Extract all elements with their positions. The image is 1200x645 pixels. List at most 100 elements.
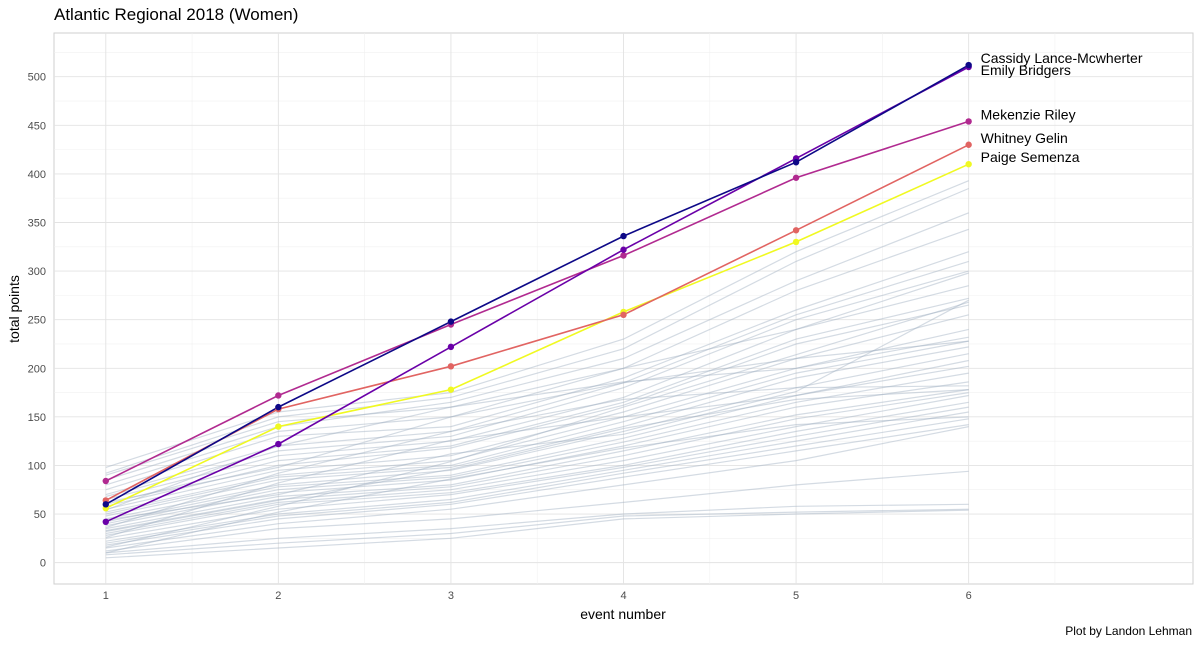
series-point	[620, 232, 627, 240]
series-point	[792, 174, 800, 181]
series-label: Paige Semenza	[981, 149, 1080, 165]
series-line	[105, 66, 970, 523]
background-series-line	[105, 340, 969, 503]
series-point	[102, 518, 109, 526]
series-label: Mekenzie Riley	[981, 106, 1076, 122]
background-series-line	[105, 187, 969, 474]
y-tick-label: 250	[28, 315, 46, 327]
background-series-line	[105, 299, 969, 521]
y-tick-label: 500	[28, 72, 46, 84]
series-point	[275, 392, 282, 399]
series-line	[105, 64, 970, 505]
series-point	[102, 477, 109, 485]
background-series-line	[105, 416, 969, 554]
background-series-line	[105, 385, 969, 529]
series-point	[792, 159, 800, 166]
highlighted-series	[105, 64, 970, 523]
background-series-line	[105, 270, 969, 498]
series-point	[102, 501, 109, 508]
y-tick-label: 150	[28, 412, 46, 424]
x-tick-label: 3	[448, 590, 454, 602]
background-series-line	[105, 251, 969, 491]
background-series-line	[105, 381, 969, 527]
background-series-line	[105, 353, 969, 520]
background-series-line	[105, 346, 969, 517]
highlighted-points	[102, 61, 972, 526]
background-series-line	[105, 503, 969, 554]
x-tick-labels: 1 2 3 4 5 6	[103, 590, 972, 602]
background-series-line	[105, 260, 969, 496]
series-point	[620, 311, 627, 319]
y-tick-label: 350	[28, 217, 46, 229]
background-series-line	[105, 272, 969, 476]
series-label: Whitney Gelin	[981, 130, 1068, 146]
series-point	[275, 423, 282, 430]
background-series-line	[105, 509, 969, 559]
background-series-line	[105, 297, 969, 505]
y-tick-label: 450	[28, 120, 46, 132]
series-line	[105, 163, 970, 509]
y-tick-labels: 0 50 100 150 200 250 300 350 400 450 500	[28, 72, 46, 570]
y-tick-label: 0	[40, 558, 46, 570]
series-label: Emily Bridgers	[981, 62, 1071, 78]
x-tick-label: 4	[620, 590, 626, 602]
background-series-line	[105, 314, 969, 510]
series-point	[792, 238, 800, 246]
series-label: Cassidy Lance-Mcwherter	[981, 50, 1143, 66]
background-series-line	[105, 392, 969, 532]
background-series-line	[105, 508, 969, 556]
background-series-line	[105, 411, 969, 542]
series-point	[447, 343, 455, 351]
x-axis-label: event number	[580, 606, 666, 622]
series-point	[447, 386, 455, 393]
series-point	[965, 141, 972, 148]
y-tick-label: 400	[28, 169, 46, 181]
background-series-line	[105, 389, 969, 533]
background-series-line	[105, 424, 969, 546]
y-tick-label: 300	[28, 266, 46, 278]
series-point	[620, 246, 627, 253]
background-series-line	[105, 401, 969, 536]
background-series-line	[105, 328, 969, 513]
y-tick-label: 200	[28, 363, 46, 375]
background-series-line	[105, 359, 969, 538]
major-gridlines	[54, 33, 1193, 584]
series-line	[105, 144, 970, 502]
background-series-line	[105, 365, 969, 523]
x-tick-label: 6	[966, 590, 972, 602]
y-tick-label: 50	[34, 509, 46, 521]
series-point	[965, 160, 972, 168]
y-tick-label: 100	[28, 460, 46, 472]
background-series-line	[105, 426, 969, 549]
background-series-line	[105, 394, 969, 535]
series-point	[620, 252, 627, 259]
series-line	[105, 120, 969, 482]
background-series	[105, 180, 969, 559]
background-series-line	[105, 340, 969, 515]
background-series-line	[105, 372, 969, 525]
background-series-line	[105, 304, 969, 507]
y-axis-label: total points	[6, 275, 22, 343]
x-tick-label: 1	[103, 590, 109, 602]
series-point	[275, 440, 282, 448]
series-point	[965, 61, 972, 69]
x-tick-label: 5	[793, 590, 799, 602]
background-series-line	[105, 406, 969, 539]
series-point	[447, 318, 455, 325]
background-series-line	[105, 470, 969, 552]
chart-caption: Plot by Landon Lehman	[1065, 624, 1192, 638]
series-point	[447, 363, 455, 370]
background-series-line	[105, 212, 969, 481]
background-series-line	[105, 389, 969, 530]
background-series-line	[105, 180, 969, 468]
series-point	[275, 403, 282, 411]
x-tick-label: 2	[275, 590, 281, 602]
series-point	[792, 227, 800, 234]
chart-title: Atlantic Regional 2018 (Women)	[54, 5, 298, 24]
series-point	[965, 118, 972, 125]
background-series-line	[105, 301, 969, 548]
background-series-line	[105, 418, 969, 544]
background-series-line	[105, 285, 969, 501]
